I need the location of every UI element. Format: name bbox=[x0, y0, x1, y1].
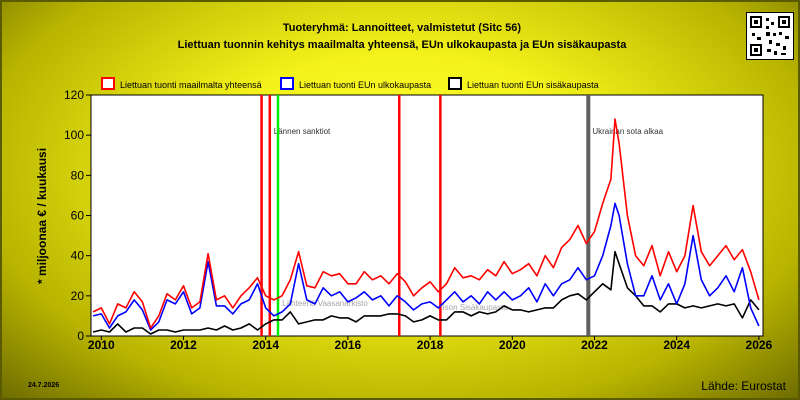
series-lines bbox=[92, 118, 760, 335]
legend: Liettuan tuonti maailmalta yhteensä Liett… bbox=[101, 77, 599, 90]
y-tick-label: 100 bbox=[64, 128, 84, 142]
legend-label: Liettuan tuonti EUn sisäkaupasta bbox=[467, 80, 599, 90]
axes: 0 20 40 60 80 100 120 2010 2012 2014 2016 2018 2020 2… bbox=[35, 88, 773, 352]
x-tick-label: 2014 bbox=[252, 338, 279, 352]
annotation-lines: Lännen sanktiot Ukrainan sota alkaa Lähtee… bbox=[260, 95, 664, 336]
legend-swatch bbox=[101, 77, 115, 90]
y-tick-label: 80 bbox=[71, 168, 85, 182]
legend-swatch bbox=[280, 77, 294, 90]
y-tick-label: 0 bbox=[77, 329, 84, 343]
x-tick-label: 2018 bbox=[417, 338, 444, 352]
y-axis-label: * miljoonaa € / kuukausi bbox=[35, 148, 49, 284]
y-tick-label: 40 bbox=[71, 249, 85, 263]
date-stamp: 24.7.2026 bbox=[28, 382, 60, 389]
x-tick-label: 2020 bbox=[499, 338, 526, 352]
legend-label: Liettuan tuonti EUn ulkokaupasta bbox=[299, 80, 431, 90]
x-tick-label: 2016 bbox=[335, 338, 362, 352]
legend-swatch bbox=[448, 77, 462, 90]
watermark-text: Lähteenä Vaasanarkisto bbox=[282, 299, 368, 308]
source-label: Lähde: Eurostat bbox=[701, 379, 786, 393]
watermark-text: Ison Sisäkaupasta bbox=[442, 303, 508, 312]
annotation-label: Ukrainan sota alkaa bbox=[592, 127, 663, 136]
y-tick-label: 20 bbox=[71, 289, 85, 303]
series-line bbox=[92, 118, 760, 329]
plot-area bbox=[90, 94, 764, 337]
x-tick-label: 2024 bbox=[663, 338, 690, 352]
x-tick-label: 2012 bbox=[170, 338, 197, 352]
x-tick-label: 2010 bbox=[88, 338, 115, 352]
legend-label: Liettuan tuonti maailmalta yhteensä bbox=[120, 80, 262, 90]
chart-title: Tuoteryhmä: Lannoitteet, valmistetut (Si… bbox=[282, 22, 522, 34]
y-tick-label: 60 bbox=[71, 209, 85, 223]
x-tick-label: 2022 bbox=[581, 338, 608, 352]
y-tick-label: 120 bbox=[64, 88, 84, 102]
series-line bbox=[92, 202, 760, 331]
qr-code-icon bbox=[746, 12, 794, 60]
chart-subtitle: Liettuan tuonnin kehitys maailmalta yhte… bbox=[177, 39, 627, 51]
series-line bbox=[92, 250, 760, 335]
annotation-label: Lännen sanktiot bbox=[274, 127, 331, 136]
x-tick-label: 2026 bbox=[746, 338, 773, 352]
